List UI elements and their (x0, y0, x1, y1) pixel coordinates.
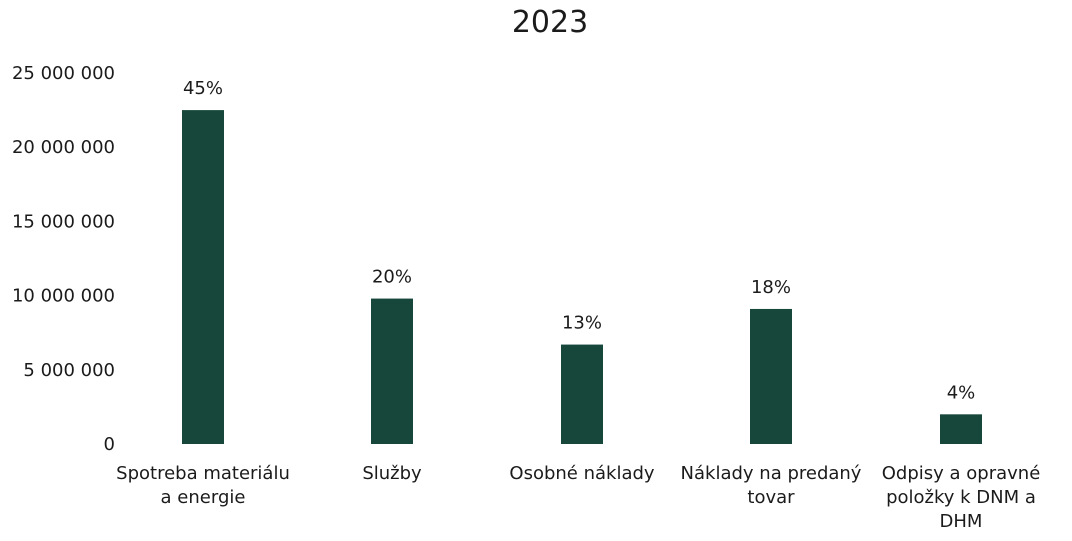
x-category-label: Spotreba materiálu (116, 463, 290, 484)
bar (561, 344, 603, 444)
chart-title: 2023 (511, 5, 589, 40)
y-tick-label: 0 (104, 434, 115, 455)
bar (371, 298, 413, 444)
data-label: 45% (183, 78, 223, 99)
y-tick-label: 25 000 000 (12, 63, 115, 84)
x-category-label: a energie (161, 487, 246, 508)
y-tick-label: 5 000 000 (23, 360, 115, 381)
data-label: 13% (562, 313, 602, 334)
y-tick-label: 15 000 000 (12, 211, 115, 232)
data-label: 18% (751, 277, 791, 298)
x-category-label: položky k DNM a (886, 487, 1036, 508)
x-category-label: Osobné náklady (509, 463, 655, 484)
x-category-label: Služby (362, 463, 422, 484)
y-tick-label: 10 000 000 (12, 286, 115, 307)
y-tick-label: 20 000 000 (12, 137, 115, 158)
data-label: 20% (372, 267, 412, 288)
bar (750, 308, 792, 444)
x-category-label: tovar (747, 487, 795, 508)
bar (182, 110, 224, 444)
x-category-label: Odpisy a opravné (882, 463, 1041, 484)
x-category-label: Náklady na predaný (681, 463, 862, 484)
x-category-label: DHM (940, 511, 983, 532)
bar (940, 414, 982, 444)
data-label: 4% (947, 382, 976, 403)
